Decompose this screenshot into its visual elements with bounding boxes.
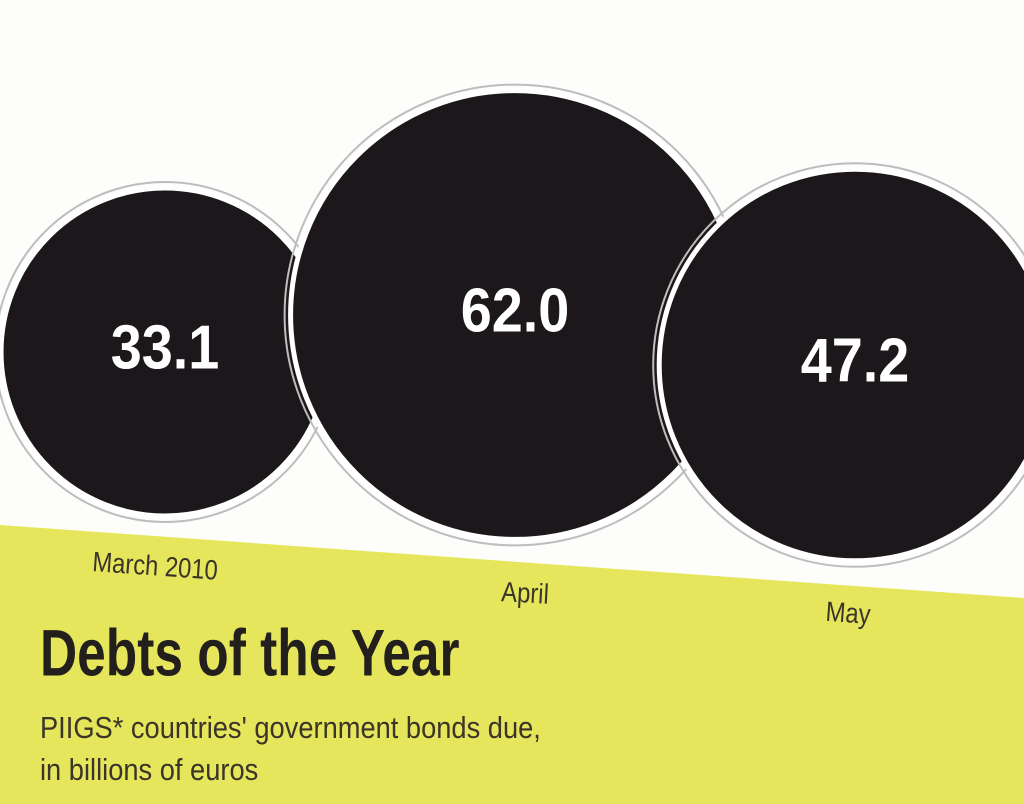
category-label: April — [501, 575, 550, 610]
yellow-band — [0, 525, 1024, 804]
chart-title: Debts of the Year — [40, 615, 460, 690]
subtitle: in billions of euros — [40, 754, 258, 788]
bubbles — [0, 83, 1024, 568]
subtitle: PIIGS* countries' government bonds due, — [40, 712, 541, 746]
category-label: May — [825, 595, 872, 630]
bubble — [656, 166, 1024, 564]
value-label: 33.1 — [111, 314, 220, 382]
value-label: 62.0 — [461, 277, 570, 345]
bubble-ring — [652, 162, 1024, 568]
value-label: 47.2 — [801, 327, 910, 395]
